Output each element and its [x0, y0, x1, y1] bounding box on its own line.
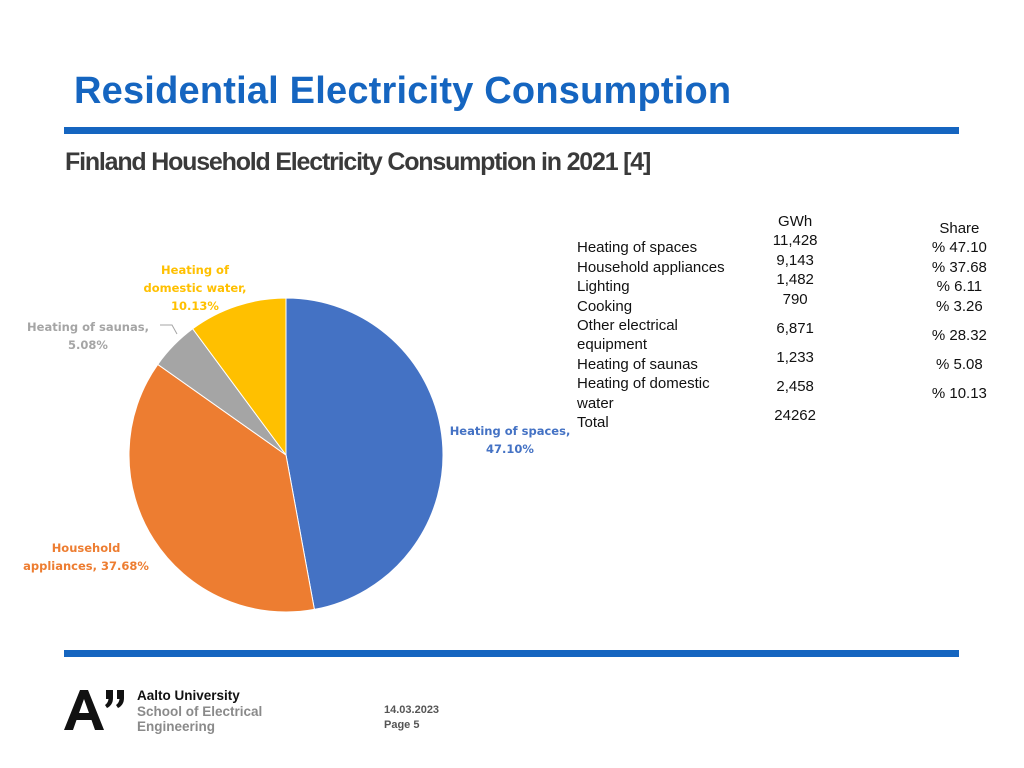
page-title: Residential Electricity Consumption — [74, 70, 732, 112]
pie-data-label: Heating of saunas, 5.08% — [27, 320, 149, 352]
pie-data-label-line: 47.10% — [486, 442, 534, 456]
pie-label-leader-line — [160, 324, 178, 335]
table-row: Other electrical equipment 6,871 % 28.32 — [572, 316, 1024, 355]
table-cell-name: Household appliances — [577, 258, 725, 276]
pie-data-label-line: 10.13% — [171, 299, 219, 313]
aalto-a-mark — [64, 690, 104, 730]
table-cell-share: % 6.11 — [936, 278, 983, 296]
pie-slice-heating-of-spaces — [285, 297, 444, 610]
aalto-logo — [64, 690, 124, 730]
table-cell-name: Other electrical equipment — [577, 317, 678, 354]
table-cell-gwh: 9,143 — [776, 251, 814, 269]
table-cell-share: % 3.26 — [936, 297, 983, 315]
table-header-name — [572, 219, 750, 238]
top-divider — [64, 127, 959, 134]
institution-name: Aalto University School of Electrical En… — [137, 688, 262, 735]
pie-data-label-line: Heating of spaces, — [450, 424, 571, 438]
table-cell-name: Heating of spaces — [577, 239, 698, 257]
table-row: Heating of saunas 1,233 % 5.08 — [572, 349, 1024, 374]
table-cell-share: % 37.68 — [931, 258, 987, 276]
table-header-share: Share — [939, 220, 980, 237]
chart-subtitle: Finland Household Electricity Consumptio… — [65, 148, 651, 176]
institution-line-school: School of Electrical — [137, 703, 263, 719]
table-cell-share: % 5.08 — [936, 355, 983, 373]
footer-page-number: Page 5 — [384, 719, 420, 731]
table-row: Household appliances 9,143 % 37.68 — [572, 252, 1024, 277]
pie-data-label-line: Heating of saunas, — [27, 320, 149, 334]
table-cell-share: % 10.13 — [931, 384, 987, 402]
table-row: Heating of domestic water 2,458 % 10.13 — [572, 374, 1024, 413]
pie-data-label-line: domestic water, — [143, 281, 246, 295]
table-header-row: GWh Share — [572, 213, 1024, 238]
table-cell-gwh: 6,871 — [776, 319, 814, 337]
pie-data-label: Heating of domestic water, 10.13% — [143, 263, 246, 313]
table-row: Cooking 790 % 3.26 — [572, 291, 1024, 316]
aalto-quote-mark — [105, 690, 113, 708]
table-cell-gwh: 11,428 — [772, 232, 818, 250]
table-cell-name: Heating of saunas — [577, 355, 698, 373]
pie-slice-heating-of-domestic-water — [191, 297, 287, 457]
table-row: Total 24262 — [572, 407, 1024, 432]
pie-chart: Heating of spaces, 47.10% Household applian… — [23, 263, 571, 613]
table-cell-gwh: 1,233 — [776, 348, 814, 366]
table-cell-gwh: 24262 — [774, 407, 816, 425]
table-cell-name: Cooking — [577, 297, 633, 315]
table-row: Heating of spaces 11,428 % 47.10 — [572, 232, 1024, 257]
aalto-quote-mark — [116, 690, 124, 708]
table-cell-share: % 47.10 — [931, 239, 987, 257]
bottom-divider — [64, 650, 959, 657]
pie-slice-household-appliances — [128, 363, 315, 613]
table-cell-name: Total — [577, 414, 609, 432]
table-cell-gwh: 2,458 — [776, 377, 814, 395]
table-cell-share — [841, 413, 1024, 432]
pie-data-label-line: 5.08% — [68, 338, 108, 352]
institution-line-university: Aalto University — [137, 688, 240, 703]
footer-date: 14.03.2023 — [384, 704, 440, 716]
pie-data-label-line: Household — [52, 541, 121, 555]
table-cell-share: % 28.32 — [931, 326, 987, 344]
table-cell-name: Heating of domestic water — [577, 375, 710, 412]
table-row: Lighting 1,482 % 6.11 — [572, 271, 1024, 296]
pie-data-label-line: Heating of — [161, 263, 230, 277]
table-header-gwh: GWh — [778, 213, 813, 230]
pie-data-label: Household appliances, 37.68% — [23, 541, 149, 573]
table-cell-gwh: 1,482 — [776, 271, 814, 289]
pie-data-label: Heating of spaces, 47.10% — [450, 424, 571, 456]
table-cell-gwh: 790 — [782, 290, 808, 308]
pie-data-label-line: appliances, 37.68% — [23, 559, 149, 573]
institution-line-department: Engineering — [137, 719, 216, 734]
table-cell-name: Lighting — [577, 278, 630, 296]
consumption-table: GWh Share Heating of spaces 11,428 % 47.10… — [572, 213, 1024, 432]
